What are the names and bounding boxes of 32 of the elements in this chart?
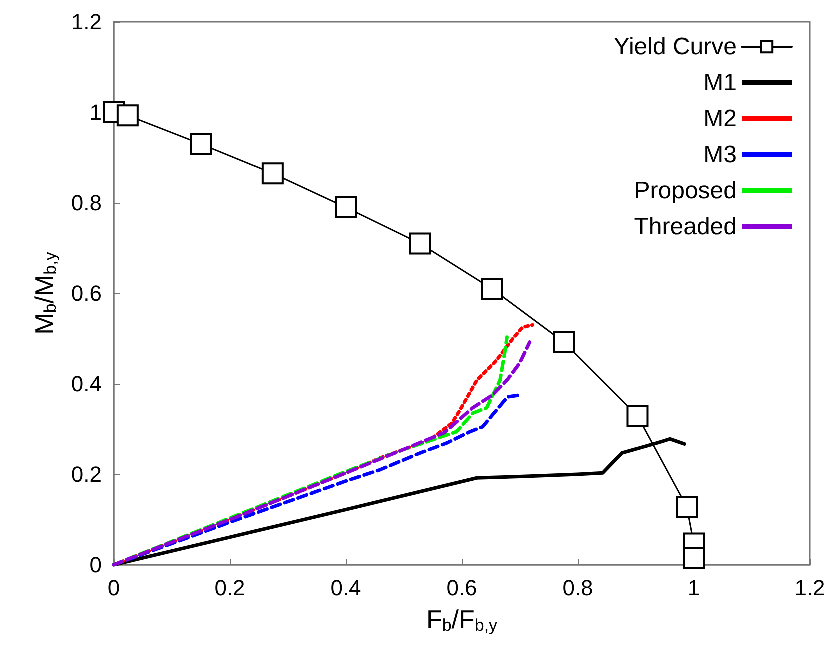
- legend-label: Threaded: [634, 214, 737, 240]
- x-tick-label: 1: [688, 576, 700, 600]
- point: [409, 232, 432, 255]
- y-tick-label: 0: [90, 552, 102, 578]
- point: [116, 104, 139, 127]
- point: [553, 331, 576, 354]
- x-axis-title: Fb/Fb,y: [426, 604, 498, 635]
- y-tick-label: 1: [90, 100, 102, 125]
- x-tick-label: 0.6: [446, 576, 478, 600]
- x-tick-label: 0.2: [214, 576, 246, 600]
- legend-label: M3: [704, 142, 737, 168]
- y-tick-label: 0.4: [71, 372, 102, 396]
- point: [335, 196, 357, 219]
- y-tick-label: 0.8: [71, 190, 102, 216]
- x-tick-label: 0.8: [562, 576, 594, 600]
- legend-label: Proposed: [634, 178, 737, 204]
- point: [683, 547, 705, 570]
- x-tick-label: 0: [108, 576, 120, 600]
- point: [262, 162, 284, 185]
- point: [481, 278, 504, 300]
- legend-label: M1: [704, 70, 737, 96]
- y-tick-label: 0.2: [71, 462, 102, 487]
- x-tick-label: 1.2: [794, 576, 826, 600]
- point: [676, 496, 698, 518]
- legend-label: M2: [704, 106, 737, 132]
- y-tick-label: 1.2: [71, 10, 102, 34]
- legend-label: Yield Curve: [614, 34, 737, 60]
- point: [190, 133, 212, 156]
- point: [626, 405, 649, 428]
- y-axis-title: Mb/Mb,y: [30, 252, 60, 335]
- x-tick-label: 0.4: [330, 576, 362, 600]
- y-tick-label: 0.6: [71, 281, 102, 306]
